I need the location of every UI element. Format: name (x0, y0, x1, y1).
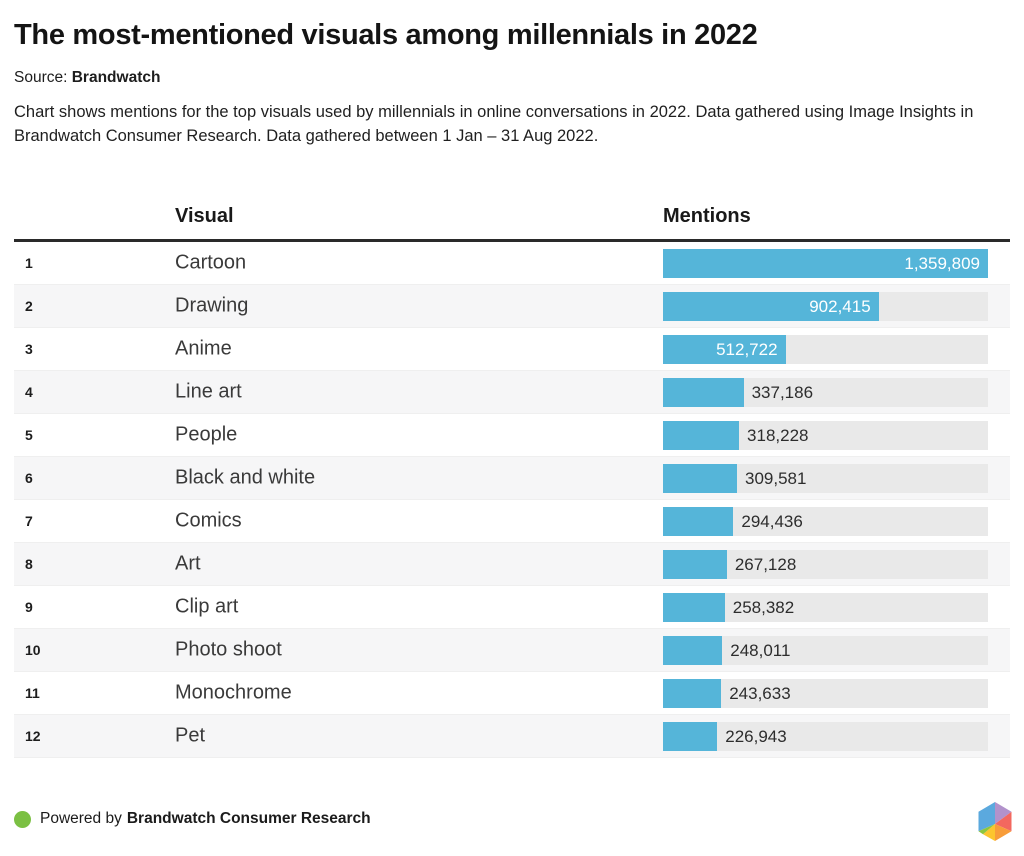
source-line: Source: Brandwatch (14, 69, 1010, 87)
table-row: 2 Drawing 902,415 (14, 285, 1010, 328)
bar-track: 318,228 (663, 421, 988, 450)
bar-track: 902,415 (663, 292, 988, 321)
bar-track: 258,382 (663, 593, 988, 622)
mentions-bar (663, 464, 737, 493)
rank-label: 6 (25, 470, 33, 486)
bar-track: 248,011 (663, 636, 988, 665)
visual-label: Black and white (175, 466, 316, 489)
chart-description: Chart shows mentions for the top visuals… (14, 103, 974, 145)
mentions-value: 294,436 (741, 511, 803, 531)
visual-label: Monochrome (175, 681, 292, 704)
mentions-bar: 902,415 (663, 292, 879, 321)
rank-label: 9 (25, 599, 33, 615)
brandwatch-hexagon-logo-icon (978, 802, 1012, 841)
mentions-value: 243,633 (729, 683, 791, 703)
mentions-value: 318,228 (747, 425, 809, 445)
mentions-value: 309,581 (744, 468, 807, 488)
visual-label: Comics (175, 509, 242, 532)
page-title: The most-mentioned visuals among millenn… (14, 19, 758, 51)
column-header-mentions: Mentions (663, 205, 751, 227)
table-row: 3 Anime 512,722 (14, 328, 1010, 371)
bar-track: 267,128 (663, 550, 988, 579)
bar-track: 1,359,809 (663, 249, 988, 278)
table-row: 10 Photo shoot 248,011 (14, 629, 1010, 672)
table-row: 8 Art 267,128 (14, 543, 1010, 586)
mentions-value: 258,382 (732, 597, 795, 617)
visual-label: Anime (175, 337, 232, 360)
mentions-value: 512,722 (716, 339, 778, 359)
bar-track: 294,436 (663, 507, 988, 536)
mentions-bar (663, 636, 723, 665)
table-row: 6 Black and white 309,581 (14, 457, 1010, 500)
mentions-bar (663, 679, 722, 708)
visual-label: Cartoon (175, 251, 247, 274)
source-label: Source: (14, 69, 68, 86)
mentions-table: Visual Mentions 1 Cartoon 1,359,809 2 Drawin… (14, 186, 1010, 758)
visual-label: Art (175, 552, 201, 575)
table-row: 9 Clip art 258,382 (14, 586, 1010, 629)
rank-label: 2 (25, 298, 33, 314)
mentions-value: 902,415 (809, 296, 871, 316)
mentions-value: 337,186 (751, 382, 814, 402)
visual-label: Clip art (175, 595, 239, 618)
mentions-bar (663, 507, 734, 536)
rank-label: 8 (25, 556, 33, 572)
mentions-bar (663, 722, 718, 751)
rank-label: 10 (25, 642, 41, 658)
mentions-bar: 512,722 (663, 335, 786, 364)
rank-label: 5 (25, 427, 33, 443)
mentions-bar (663, 550, 727, 579)
rank-label: 11 (25, 685, 40, 701)
rank-label: 3 (25, 341, 33, 357)
rank-label: 7 (25, 513, 33, 529)
rank-label: 12 (25, 728, 41, 744)
footer-attribution: Powered by Brandwatch Consumer Research (14, 810, 371, 828)
rank-label: 1 (25, 255, 33, 271)
column-header-visual: Visual (175, 205, 234, 227)
mentions-value: 1,359,809 (904, 253, 980, 273)
bar-track: 337,186 (663, 378, 988, 407)
visual-label: Photo shoot (175, 638, 282, 661)
mentions-value: 267,128 (734, 554, 797, 574)
chart-page: The most-mentioned visuals among millenn… (14, 19, 1010, 758)
visual-label: Pet (175, 724, 206, 747)
bar-track: 226,943 (663, 722, 988, 751)
table-header-row: Visual Mentions (14, 186, 1010, 242)
brand-name: Brandwatch Consumer Research (126, 810, 371, 827)
mentions-bar (663, 421, 740, 450)
visual-label: Drawing (175, 294, 249, 317)
bar-track: 309,581 (663, 464, 988, 493)
table-row: 4 Line art 337,186 (14, 371, 1010, 414)
mentions-value: 248,011 (730, 640, 791, 660)
visual-label: Line art (175, 380, 242, 403)
table-row: 5 People 318,228 (14, 414, 1010, 457)
bar-track: 512,722 (663, 335, 988, 364)
table-row: 7 Comics 294,436 (14, 500, 1010, 543)
powered-by-label: Powered by (40, 810, 122, 827)
bar-track: 243,633 (663, 679, 988, 708)
source-name: Brandwatch (71, 69, 161, 86)
mentions-bar: 1,359,809 (663, 249, 988, 278)
table-row: 12 Pet 226,943 (14, 715, 1010, 758)
green-dot-icon (14, 810, 31, 828)
table-body: 1 Cartoon 1,359,809 2 Drawing 902,415 3 Anime 51… (14, 242, 1010, 758)
rank-label: 4 (25, 384, 33, 400)
mentions-value: 226,943 (725, 726, 787, 746)
mentions-bar (663, 378, 744, 407)
mentions-bar (663, 593, 725, 622)
visual-label: People (175, 423, 238, 446)
table-row: 1 Cartoon 1,359,809 (14, 242, 1010, 285)
table-row: 11 Monochrome 243,633 (14, 672, 1010, 715)
